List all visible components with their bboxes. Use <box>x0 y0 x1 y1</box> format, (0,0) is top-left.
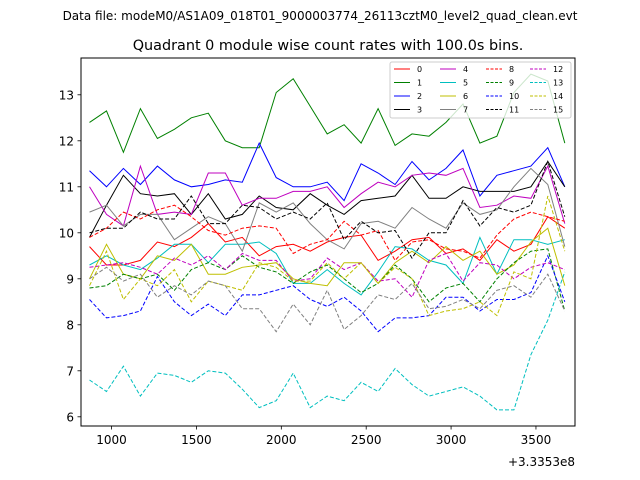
x-tick-label: 1000 <box>96 433 127 447</box>
legend-label-15: 15 <box>553 106 563 115</box>
x-tick-label: 3000 <box>436 433 467 447</box>
series-line-13 <box>89 271 566 411</box>
series-line-1 <box>89 73 566 154</box>
y-tick-label: 11 <box>59 180 74 194</box>
y-tick-label: 10 <box>59 226 74 240</box>
x-tick-label: 2500 <box>351 433 382 447</box>
legend-label-8: 8 <box>509 65 514 74</box>
legend-label-14: 14 <box>553 92 563 101</box>
series-line-8 <box>89 204 565 262</box>
series-line-10 <box>89 254 566 333</box>
legend-label-4: 4 <box>463 65 468 74</box>
series-line-15 <box>89 266 566 333</box>
figure-suptitle: Data file: modeM0/AS1A09_018T01_90000037… <box>63 9 578 23</box>
series-line-9 <box>89 248 566 312</box>
series-line-0 <box>89 215 566 266</box>
x-tick-label: 1500 <box>181 433 212 447</box>
x-axis: 1000 1500 2000 2500 3000 3500 <box>96 426 551 447</box>
series-line-14 <box>89 195 566 317</box>
x-tick-label: 3500 <box>521 433 552 447</box>
y-tick-label: 8 <box>66 318 74 332</box>
axes-frame <box>80 57 576 427</box>
legend-label-7: 7 <box>463 106 468 115</box>
series-line-3 <box>89 160 566 238</box>
legend-frame <box>389 61 572 119</box>
legend-label-5: 5 <box>463 79 468 88</box>
series-line-2 <box>89 141 566 202</box>
legend-label-6: 6 <box>463 92 468 101</box>
legend-label-0: 0 <box>417 65 422 74</box>
legend-label-12: 12 <box>553 65 563 74</box>
series-line-12 <box>89 252 565 299</box>
legend-label-9: 9 <box>509 79 514 88</box>
y-tick-label: 6 <box>66 410 74 424</box>
series-line-11 <box>89 159 566 260</box>
y-tick-label: 13 <box>59 88 74 102</box>
legend-label-10: 10 <box>509 92 519 101</box>
legend-label-11: 11 <box>509 106 519 115</box>
legend-label-3: 3 <box>417 106 422 115</box>
series-layer <box>89 73 566 411</box>
legend-label-2: 2 <box>417 92 422 101</box>
y-tick-label: 12 <box>59 134 74 148</box>
y-axis: 6 7 8 9 10 11 12 13 <box>59 88 81 424</box>
x-tick-label: 2000 <box>266 433 297 447</box>
chart-title: Quadrant 0 module wise count rates with … <box>133 38 524 54</box>
legend-label-1: 1 <box>417 79 422 88</box>
series-line-6 <box>89 227 566 287</box>
x-axis-offset-label: +3.3353e8 <box>508 455 575 469</box>
y-tick-label: 7 <box>66 364 74 378</box>
plot-area <box>80 57 576 427</box>
y-tick-label: 9 <box>66 272 74 286</box>
legend-label-13: 13 <box>553 79 563 88</box>
series-line-4 <box>89 164 566 227</box>
